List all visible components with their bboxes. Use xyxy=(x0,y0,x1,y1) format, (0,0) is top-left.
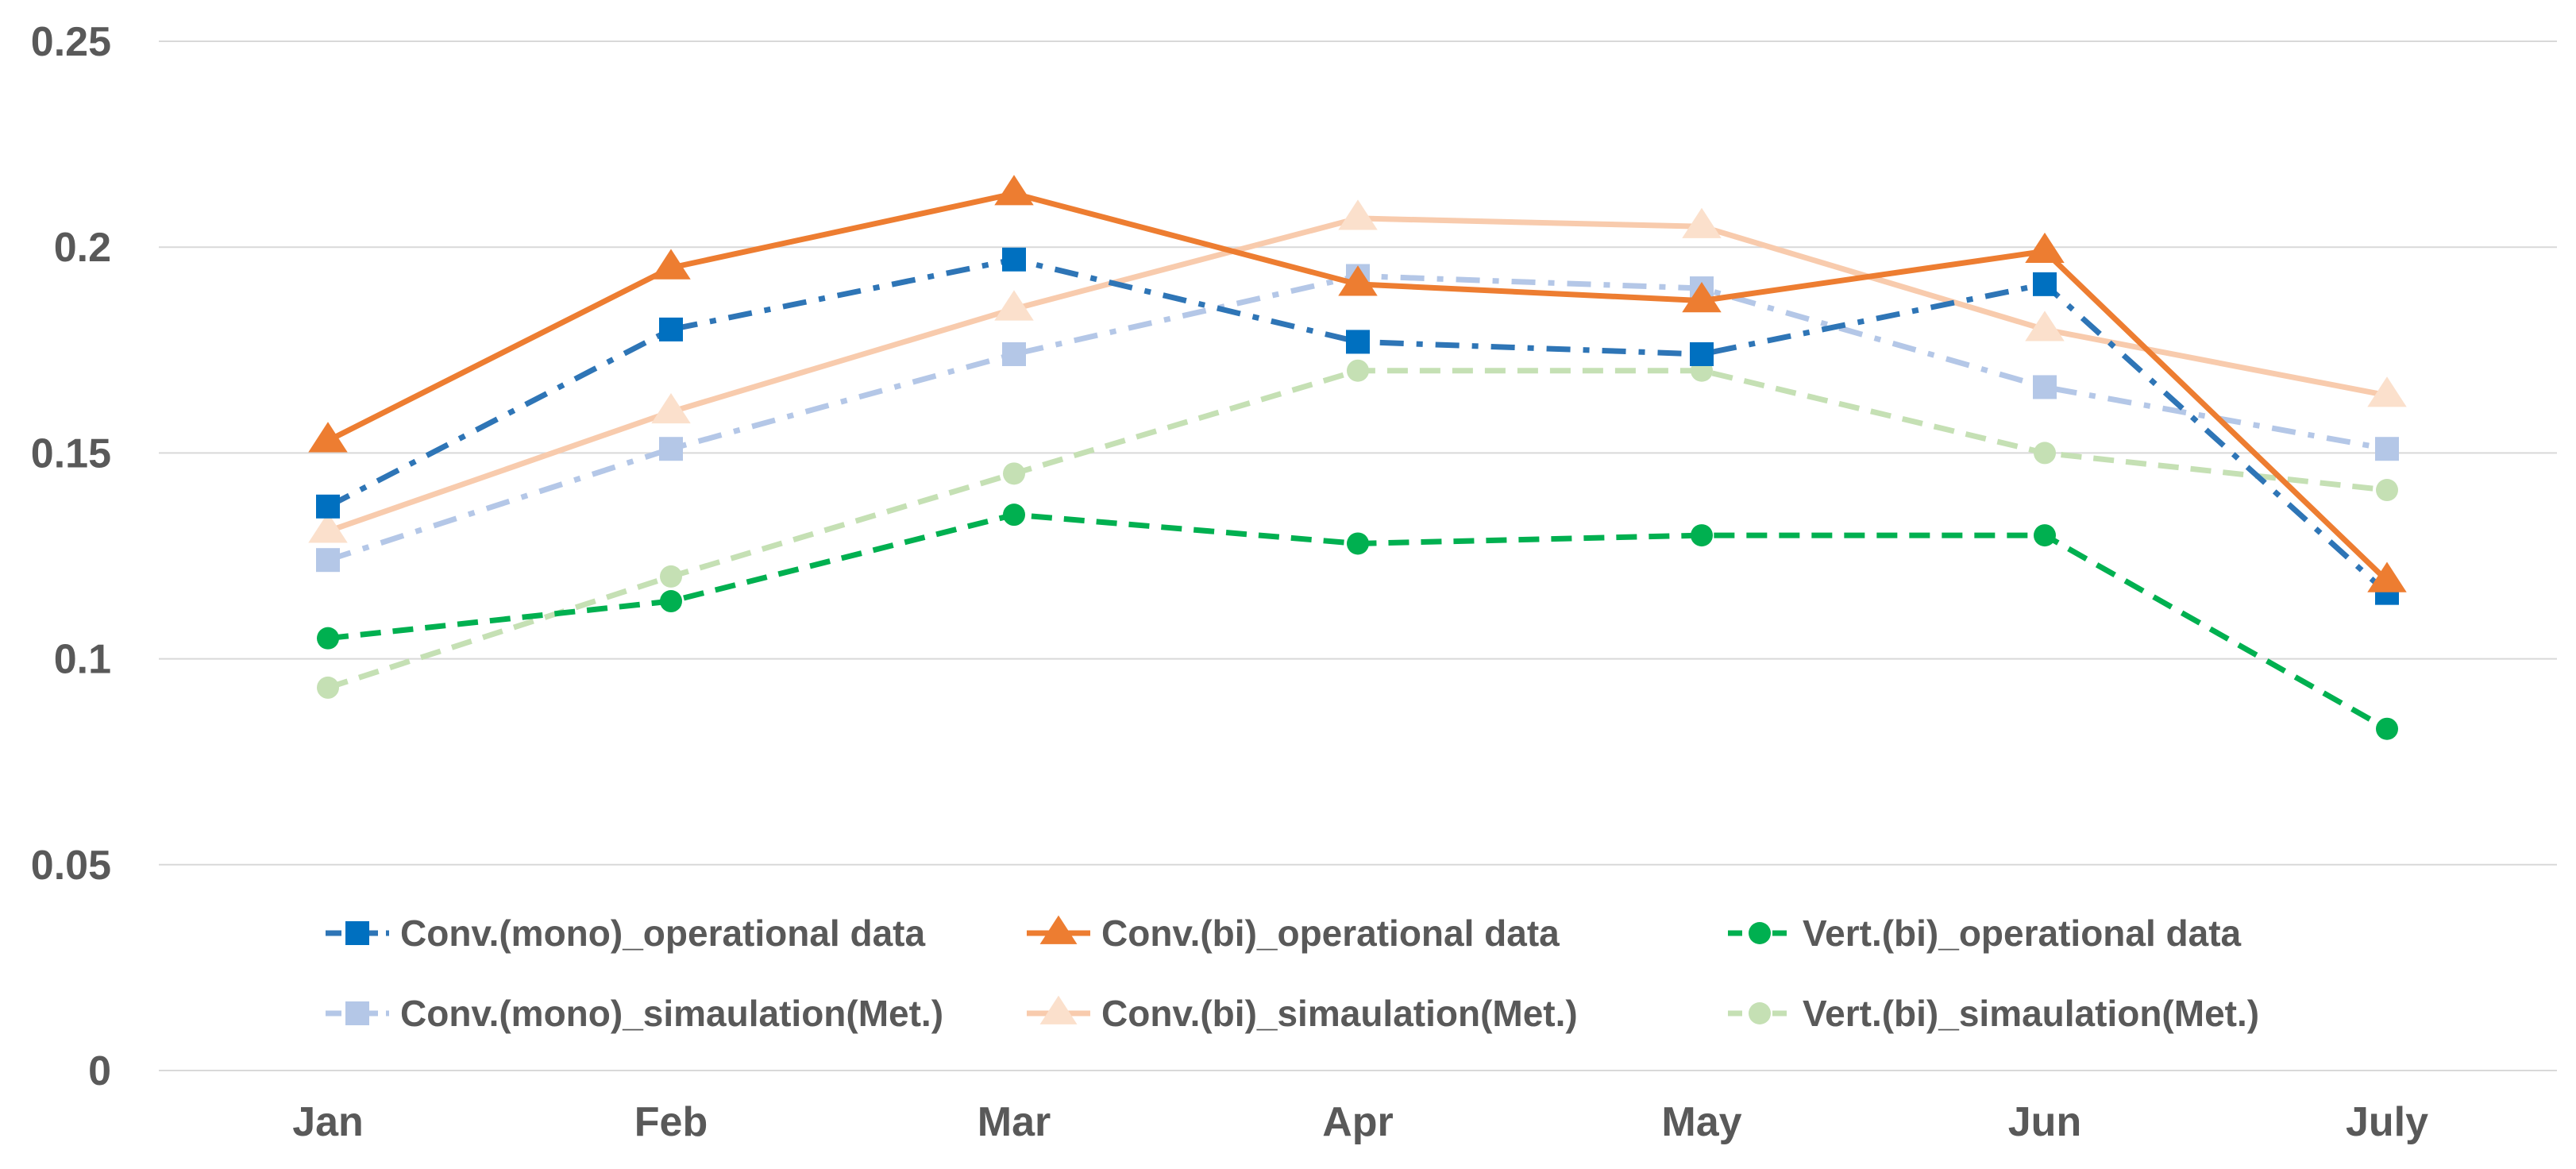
series-conv-mono-simaulation-met xyxy=(316,264,2399,573)
data-point-july xyxy=(2367,376,2407,407)
data-point-may xyxy=(1691,524,1713,547)
y-tick-label: 0 xyxy=(88,1048,111,1094)
x-tick-label-feb: Feb xyxy=(634,1099,708,1145)
data-point-feb xyxy=(660,565,682,588)
data-point-jan xyxy=(317,627,339,650)
data-point-jan xyxy=(316,494,340,519)
y-tick-label: 0.15 xyxy=(31,430,111,476)
data-point-jan xyxy=(308,422,348,453)
legend-label: Vert.(bi)_simaulation(Met.) xyxy=(1803,993,2259,1034)
data-point-mar xyxy=(1002,247,1026,272)
series-conv-mono-operational-data xyxy=(316,247,2399,605)
data-point-apr xyxy=(1346,330,1370,354)
data-point-feb xyxy=(659,437,683,461)
data-point-july xyxy=(2376,479,2398,502)
data-point-jun xyxy=(2025,311,2065,341)
series-lines xyxy=(308,175,2407,740)
legend-swatch-marker xyxy=(345,921,369,945)
legend-item-conv-bi-simaulation-met: Conv.(bi)_simaulation(Met.) xyxy=(1027,993,1578,1034)
x-tick-label-mar: Mar xyxy=(978,1099,1051,1145)
series-conv-bi-operational-data xyxy=(308,175,2407,592)
legend-item-conv-mono-operational-data: Conv.(mono)_operational data xyxy=(326,912,925,954)
data-point-jun xyxy=(2034,442,2056,465)
legend: Conv.(mono)_operational data Conv.(bi)_op… xyxy=(326,912,2259,1034)
x-tick-label-jun: Jun xyxy=(2008,1099,2081,1145)
x-tick-label-july: July xyxy=(2346,1099,2428,1145)
legend-swatch-marker xyxy=(345,1001,369,1025)
y-tick-label: 0.2 xyxy=(54,225,111,271)
legend-item-vert-bi-simaulation-met: Vert.(bi)_simaulation(Met.) xyxy=(1728,993,2259,1034)
data-point-july xyxy=(2367,561,2407,592)
legend-label: Conv.(bi)_simaulation(Met.) xyxy=(1101,993,1578,1034)
series-conv-bi-simaulation-met xyxy=(308,199,2407,543)
data-point-may xyxy=(1682,282,1722,313)
data-point-mar xyxy=(994,175,1034,206)
data-point-apr xyxy=(1347,532,1369,555)
x-tick-label-apr: Apr xyxy=(1322,1099,1394,1145)
legend-item-conv-bi-operational-data: Conv.(bi)_operational data xyxy=(1027,912,1560,954)
data-point-mar xyxy=(1003,503,1025,527)
data-point-jun xyxy=(2025,232,2065,263)
data-point-may xyxy=(1682,207,1722,238)
legend-label: Conv.(bi)_operational data xyxy=(1101,912,1560,954)
data-point-july xyxy=(2376,717,2398,740)
legend-item-vert-bi-operational-data: Vert.(bi)_operational data xyxy=(1728,912,2242,954)
legend-label: Vert.(bi)_operational data xyxy=(1803,912,2242,954)
series-line xyxy=(326,272,2388,563)
data-point-jan xyxy=(317,676,339,699)
legend-swatch-marker xyxy=(1749,922,1771,944)
legend-swatch-marker xyxy=(1749,1002,1771,1024)
y-tick-label: 0.1 xyxy=(54,637,111,683)
data-point-feb xyxy=(660,590,682,613)
data-point-jun xyxy=(2033,272,2057,296)
data-point-mar xyxy=(1002,341,1026,366)
y-tick-label: 0.25 xyxy=(31,19,111,65)
data-point-july xyxy=(2375,437,2399,461)
legend-swatch-marker xyxy=(1039,915,1078,944)
data-point-mar xyxy=(994,290,1034,321)
legend-label: Conv.(mono)_operational data xyxy=(400,912,925,954)
data-point-feb xyxy=(651,393,691,424)
data-point-jan xyxy=(316,548,340,573)
data-point-jun xyxy=(2034,524,2056,547)
data-point-apr xyxy=(1338,265,1378,296)
series-line xyxy=(326,368,2388,691)
series-vert-bi-simaulation-met xyxy=(317,359,2398,699)
data-point-mar xyxy=(1003,462,1025,485)
data-point-may xyxy=(1690,341,1714,366)
data-point-jun xyxy=(2033,375,2057,399)
data-point-apr xyxy=(1338,199,1378,230)
x-tick-label-jan: Jan xyxy=(292,1099,364,1145)
data-point-feb xyxy=(659,317,683,341)
data-point-jan xyxy=(308,512,348,543)
y-axis-tick-labels: 0 0.05 0.1 0.15 0.2 0.25 xyxy=(31,19,111,1094)
series-line xyxy=(326,191,2389,583)
legend-label: Conv.(mono)_simaulation(Met.) xyxy=(400,993,943,1034)
x-tick-label-may: May xyxy=(1661,1099,1741,1145)
series-vert-bi-operational-data xyxy=(317,503,2398,740)
legend-item-conv-mono-simaulation-met: Conv.(mono)_simaulation(Met.) xyxy=(326,993,943,1034)
data-point-feb xyxy=(651,249,691,280)
x-axis-tick-labels: Jan Feb Mar Apr May Jun July xyxy=(292,1099,2428,1145)
data-point-apr xyxy=(1347,359,1369,382)
legend-swatch-marker xyxy=(1039,995,1078,1024)
y-tick-label: 0.05 xyxy=(31,843,111,889)
